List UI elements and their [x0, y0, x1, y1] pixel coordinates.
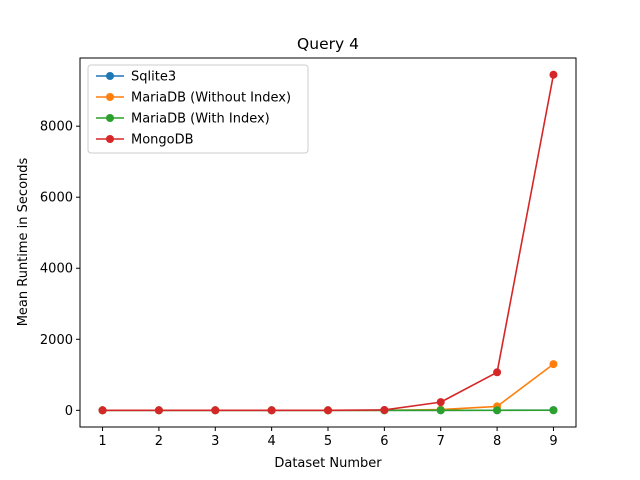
x-tick-label: 1	[98, 434, 106, 449]
x-tick-label: 2	[155, 434, 163, 449]
series-4	[98, 70, 558, 415]
legend-entry: MariaDB (Without Index)	[96, 91, 291, 106]
legend-label: MariaDB (Without Index)	[131, 91, 291, 106]
x-tick-label: 7	[437, 434, 445, 449]
data-point	[549, 406, 558, 415]
data-point	[436, 398, 445, 407]
legend-box	[87, 64, 309, 154]
plot-area	[98, 70, 558, 415]
y-tick-label: 8000	[40, 120, 73, 135]
legend-label: MariaDB (With Index)	[131, 112, 270, 127]
legend-marker	[106, 93, 114, 101]
series-line	[102, 363, 554, 412]
data-point	[493, 368, 502, 377]
data-point	[267, 406, 276, 415]
axes: 1 2 3 4 5 6 7 8 9 0 2000 4000 6000 8000	[40, 57, 577, 449]
data-point	[436, 406, 445, 415]
series-2	[98, 360, 558, 415]
y-tick-label: 4000	[40, 262, 73, 277]
x-tick-label: 8	[493, 434, 501, 449]
legend: Sqlite3 MariaDB (Without Index) MariaDB (W…	[87, 64, 309, 154]
data-point	[211, 406, 220, 415]
legend-label: Sqlite3	[131, 70, 176, 85]
x-tick-label: 4	[267, 434, 275, 449]
legend-marker	[106, 114, 114, 122]
x-axis-label: Dataset Number	[274, 456, 382, 471]
x-tick-label: 9	[549, 434, 557, 449]
data-point	[549, 70, 558, 79]
data-point	[98, 406, 107, 415]
x-tick-label: 5	[324, 434, 332, 449]
data-point	[324, 406, 332, 415]
x-tick-label: 3	[211, 434, 219, 449]
x-tick-label: 6	[380, 434, 388, 449]
legend-entry: MariaDB (With Index)	[96, 112, 270, 127]
data-point	[493, 406, 502, 415]
legend-marker	[106, 135, 114, 143]
legend-label: MongoDB	[131, 133, 194, 148]
data-point	[549, 360, 558, 369]
y-axis-label: Mean Runtime in Seconds	[16, 157, 31, 326]
y-tick-label: 2000	[40, 333, 73, 348]
y-tick-label: 6000	[40, 191, 73, 206]
chart-title: Query 4	[297, 35, 359, 53]
legend-entry: Sqlite3	[96, 70, 176, 85]
data-point	[380, 405, 389, 414]
data-point	[154, 406, 163, 415]
y-tick-label: 0	[65, 404, 73, 419]
legend-entry: MongoDB	[96, 133, 194, 148]
legend-marker	[106, 72, 114, 80]
